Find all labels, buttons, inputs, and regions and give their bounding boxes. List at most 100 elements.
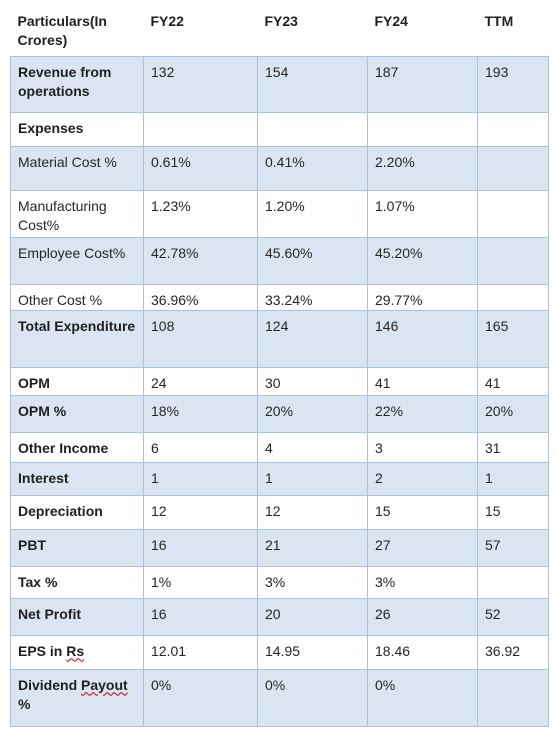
value-cell-fy23: 1 xyxy=(257,461,368,496)
value-cell-fy22 xyxy=(143,111,258,147)
value-cell-fy24: 3 xyxy=(367,431,478,463)
value-cell-fy22: 108 xyxy=(143,309,258,368)
value-cell-ttm: 52 xyxy=(477,597,549,636)
value-cell-ttm xyxy=(477,668,549,727)
row-label: Revenue from operations xyxy=(10,55,144,113)
value-cell-ttm: 36.92 xyxy=(477,634,549,670)
value-cell-fy22: 0.61% xyxy=(143,145,258,191)
header-fy23: FY23 xyxy=(264,13,298,29)
value-cell-fy24: 27 xyxy=(367,528,478,567)
value-cell-fy23: 20% xyxy=(257,394,368,433)
value-cell-fy24: 29.77% xyxy=(367,283,478,311)
value-cell-fy22: 24 xyxy=(143,366,258,396)
value-cell-fy24: 2 xyxy=(367,461,478,496)
value-cell-fy23: 154 xyxy=(257,55,368,113)
table-row: Interest 1 1 2 1 xyxy=(10,461,549,496)
row-label: Other Income xyxy=(10,431,144,463)
value-cell-fy22: 1% xyxy=(143,565,258,599)
value-cell-fy24: 15 xyxy=(367,494,478,530)
value-cell-fy23: 12 xyxy=(257,494,368,530)
header-fy22: FY22 xyxy=(150,13,184,29)
value-cell-ttm xyxy=(477,236,549,285)
table-row: EPS in Rs 12.01 14.95 18.46 36.92 xyxy=(10,634,549,670)
table-body: Revenue from operations 132 154 187 193 Expen… xyxy=(10,55,549,727)
value-cell-fy23: 20 xyxy=(257,597,368,636)
value-cell-ttm xyxy=(477,145,549,191)
value-cell-fy24: 187 xyxy=(367,55,478,113)
table-row: PBT 16 21 27 57 xyxy=(10,528,549,567)
value-cell-fy24: 45.20% xyxy=(367,236,478,285)
row-label: Employee Cost% xyxy=(10,236,144,285)
value-cell-ttm: 15 xyxy=(477,494,549,530)
value-cell-fy22: 18% xyxy=(143,394,258,433)
value-cell-ttm: 165 xyxy=(477,309,549,368)
row-label: EPS in Rs xyxy=(10,634,144,670)
row-label: Net Profit xyxy=(10,597,144,636)
value-cell-fy22: 16 xyxy=(143,528,258,567)
row-label: OPM xyxy=(10,366,144,396)
row-label: Total Expenditure xyxy=(10,309,144,368)
row-label: PBT xyxy=(10,528,144,567)
table-row: Tax % 1% 3% 3% xyxy=(10,565,549,599)
row-label: Interest xyxy=(10,461,144,496)
value-cell-fy24: 1.07% xyxy=(367,189,478,238)
table-row: Dividend Payout % 0% 0% 0% xyxy=(10,668,549,727)
row-label: Depreciation xyxy=(10,494,144,530)
header-fy24: FY24 xyxy=(374,13,408,29)
value-cell-fy22: 16 xyxy=(143,597,258,636)
header-row: Particulars(In Crores) FY22 FY23 FY24 TT… xyxy=(11,4,549,56)
row-label: Other Cost % xyxy=(10,283,144,311)
row-label: Material Cost % xyxy=(10,145,144,191)
value-cell-ttm xyxy=(477,565,549,599)
table-row: Material Cost % 0.61% 0.41% 2.20% xyxy=(10,145,549,191)
value-cell-fy24: 41 xyxy=(367,366,478,396)
table-row: Employee Cost% 42.78% 45.60% 45.20% xyxy=(10,236,549,285)
value-cell-fy23: 30 xyxy=(257,366,368,396)
table-row: Manufacturing Cost% 1.23% 1.20% 1.07% xyxy=(10,189,549,238)
value-cell-fy24: 18.46 xyxy=(367,634,478,670)
value-cell-ttm: 31 xyxy=(477,431,549,463)
value-cell-fy24: 2.20% xyxy=(367,145,478,191)
row-label: OPM % xyxy=(10,394,144,433)
value-cell-fy23: 3% xyxy=(257,565,368,599)
value-cell-ttm xyxy=(477,111,549,147)
header-particulars: Particulars(In Crores) xyxy=(17,13,107,48)
value-cell-fy23: 4 xyxy=(257,431,368,463)
value-cell-fy24: 0% xyxy=(367,668,478,727)
value-cell-fy24: 22% xyxy=(367,394,478,433)
value-cell-fy22: 36.96% xyxy=(143,283,258,311)
table-row: Expenses xyxy=(10,111,549,147)
value-cell-fy23 xyxy=(257,111,368,147)
value-cell-fy23: 14.95 xyxy=(257,634,368,670)
value-cell-ttm: 41 xyxy=(477,366,549,396)
table-row: Depreciation 12 12 15 15 xyxy=(10,494,549,530)
row-label: Dividend Payout % xyxy=(10,668,144,727)
value-cell-fy24: 26 xyxy=(367,597,478,636)
value-cell-fy24 xyxy=(367,111,478,147)
value-cell-fy22: 132 xyxy=(143,55,258,113)
table-row: Net Profit 16 20 26 52 xyxy=(10,597,549,636)
value-cell-ttm xyxy=(477,283,549,311)
value-cell-fy22: 12.01 xyxy=(143,634,258,670)
value-cell-ttm: 20% xyxy=(477,394,549,433)
value-cell-fy23: 0.41% xyxy=(257,145,368,191)
value-cell-fy23: 124 xyxy=(257,309,368,368)
value-cell-ttm xyxy=(477,189,549,238)
value-cell-fy22: 42.78% xyxy=(143,236,258,285)
row-label: Expenses xyxy=(10,111,144,147)
value-cell-ttm: 193 xyxy=(477,55,549,113)
value-cell-fy23: 0% xyxy=(257,668,368,727)
table-row: Revenue from operations 132 154 187 193 xyxy=(10,55,549,113)
table-row: OPM 24 30 41 41 xyxy=(10,366,549,396)
value-cell-fy22: 6 xyxy=(143,431,258,463)
header-ttm: TTM xyxy=(484,13,514,29)
table-row: Other Income 6 4 3 31 xyxy=(10,431,549,463)
value-cell-fy24: 3% xyxy=(367,565,478,599)
value-cell-fy23: 45.60% xyxy=(257,236,368,285)
financials-table: Particulars(In Crores) FY22 FY23 FY24 TT… xyxy=(10,4,549,727)
value-cell-fy22: 12 xyxy=(143,494,258,530)
table-row: Total Expenditure 108 124 146 165 xyxy=(10,309,549,368)
value-cell-fy23: 1.20% xyxy=(257,189,368,238)
value-cell-fy23: 21 xyxy=(257,528,368,567)
table-row: Other Cost % 36.96% 33.24% 29.77% xyxy=(10,283,549,311)
